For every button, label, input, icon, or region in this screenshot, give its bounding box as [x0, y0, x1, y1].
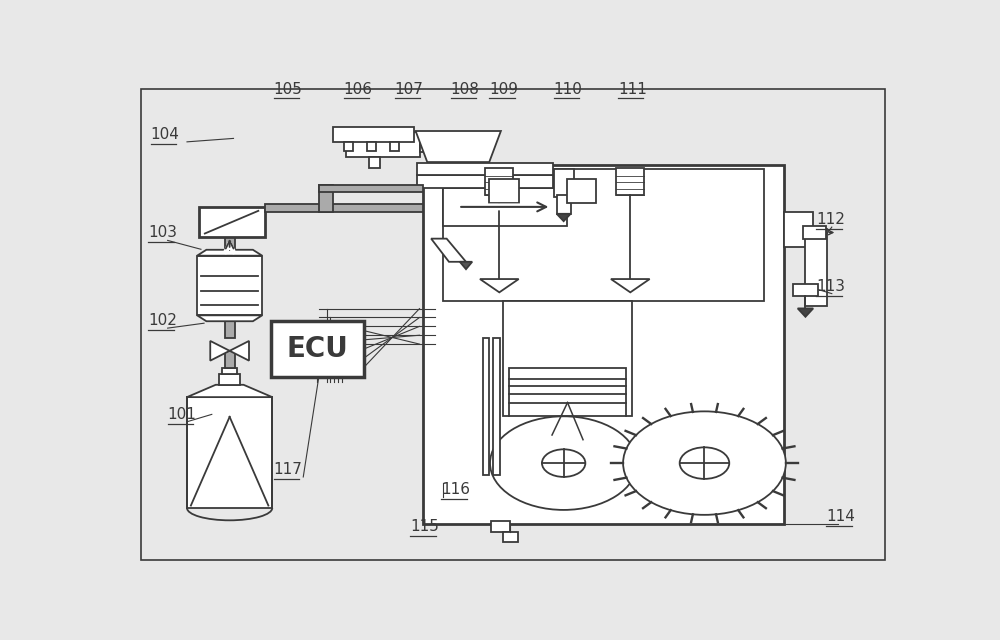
Text: 111: 111 — [618, 81, 647, 97]
Bar — [420, 138, 433, 152]
Bar — [423, 164, 784, 524]
Text: ECU: ECU — [286, 335, 348, 363]
Polygon shape — [557, 214, 571, 221]
Bar — [222, 368, 237, 374]
Text: 108: 108 — [450, 81, 479, 97]
Text: 102: 102 — [148, 313, 177, 328]
Circle shape — [542, 449, 585, 477]
Bar — [319, 185, 333, 212]
Bar — [485, 168, 513, 195]
Bar — [509, 368, 626, 403]
Bar — [346, 132, 420, 157]
Bar — [784, 212, 813, 246]
Bar — [557, 195, 571, 214]
Text: 113: 113 — [816, 278, 845, 294]
Bar — [369, 157, 380, 168]
Text: 110: 110 — [554, 81, 582, 97]
Text: 105: 105 — [274, 81, 303, 97]
Text: 106: 106 — [344, 81, 373, 97]
Bar — [805, 230, 827, 306]
Text: 101: 101 — [168, 407, 196, 422]
Polygon shape — [611, 279, 650, 292]
Bar — [567, 179, 596, 203]
Polygon shape — [210, 341, 230, 361]
Bar — [803, 226, 826, 239]
Bar — [219, 374, 240, 385]
Bar — [417, 175, 553, 188]
Bar — [443, 188, 567, 226]
Bar — [616, 168, 644, 195]
Text: 104: 104 — [151, 127, 179, 142]
Polygon shape — [197, 250, 262, 256]
Bar — [503, 532, 518, 541]
Polygon shape — [230, 341, 249, 361]
Bar — [390, 142, 399, 151]
Polygon shape — [187, 385, 272, 397]
Bar — [187, 397, 272, 508]
Bar — [503, 301, 632, 417]
Text: 116: 116 — [441, 482, 470, 497]
Polygon shape — [798, 308, 813, 317]
Bar — [491, 521, 510, 532]
Bar — [554, 170, 574, 196]
Text: 114: 114 — [826, 509, 855, 524]
Bar — [793, 284, 818, 296]
Bar — [417, 163, 553, 175]
Bar — [443, 170, 764, 301]
Bar — [344, 142, 353, 151]
Text: 109: 109 — [489, 81, 518, 97]
Bar — [199, 207, 264, 237]
Bar — [489, 179, 519, 203]
Bar — [483, 339, 489, 475]
Bar — [319, 185, 423, 192]
Polygon shape — [431, 239, 466, 262]
Text: 107: 107 — [395, 81, 424, 97]
Bar — [225, 351, 235, 368]
Bar — [333, 127, 414, 142]
Bar — [225, 237, 235, 250]
Bar — [197, 256, 262, 316]
Text: 117: 117 — [274, 462, 303, 477]
Circle shape — [680, 447, 729, 479]
Bar — [271, 321, 364, 378]
Polygon shape — [460, 262, 472, 269]
Polygon shape — [480, 279, 519, 292]
Bar — [367, 142, 376, 151]
Bar — [264, 204, 423, 212]
Bar — [225, 321, 235, 339]
Text: 103: 103 — [148, 225, 177, 241]
Text: 115: 115 — [410, 519, 439, 534]
Circle shape — [623, 412, 786, 515]
Text: 112: 112 — [816, 212, 845, 227]
Circle shape — [490, 416, 637, 510]
Polygon shape — [416, 131, 501, 162]
Bar — [493, 339, 500, 475]
Polygon shape — [197, 316, 262, 321]
